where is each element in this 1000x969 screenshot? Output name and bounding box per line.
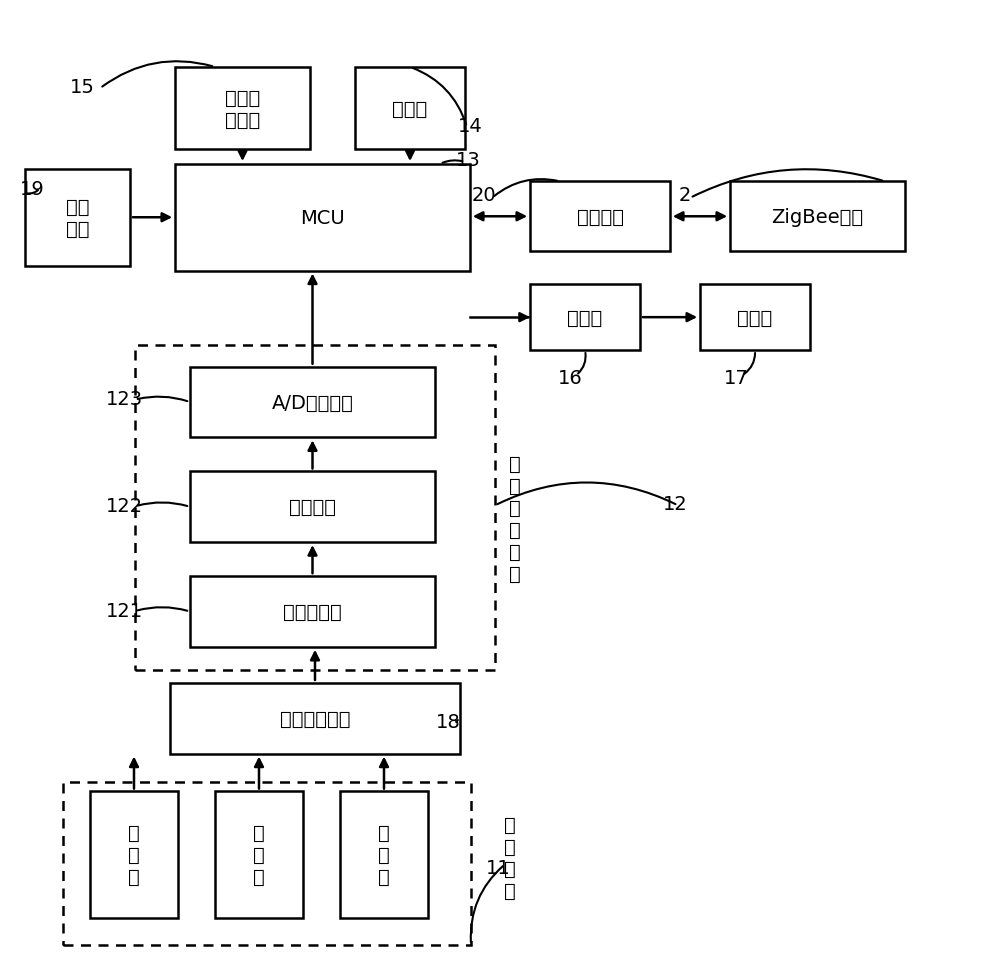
Text: 滤波模块: 滤波模块 bbox=[289, 498, 336, 516]
Bar bbox=[700, 285, 810, 351]
Bar bbox=[190, 577, 435, 647]
Bar bbox=[175, 68, 310, 150]
Bar bbox=[63, 782, 471, 945]
Text: 传
感
器: 传 感 器 bbox=[378, 824, 390, 886]
Bar bbox=[25, 170, 130, 266]
Bar bbox=[190, 367, 435, 438]
Text: 13: 13 bbox=[456, 150, 480, 170]
Text: 14: 14 bbox=[458, 116, 482, 136]
Text: 15: 15 bbox=[70, 78, 94, 97]
Text: MCU: MCU bbox=[300, 208, 345, 228]
Text: 18: 18 bbox=[436, 712, 460, 732]
Text: 报警器: 报警器 bbox=[737, 308, 773, 328]
Bar bbox=[340, 792, 428, 918]
Text: 11: 11 bbox=[486, 858, 510, 877]
Text: 122: 122 bbox=[105, 496, 143, 516]
Text: 20: 20 bbox=[472, 186, 496, 205]
Bar bbox=[170, 683, 460, 754]
Bar bbox=[215, 792, 303, 918]
Text: 放大器模块: 放大器模块 bbox=[283, 603, 342, 621]
Text: 时钟电
路模块: 时钟电 路模块 bbox=[225, 88, 260, 130]
Text: 电源
模块: 电源 模块 bbox=[66, 198, 89, 238]
Text: 继电器: 继电器 bbox=[567, 308, 603, 328]
Text: 16: 16 bbox=[558, 368, 582, 388]
Bar bbox=[90, 792, 178, 918]
Bar bbox=[355, 68, 465, 150]
Text: ZigBee节点: ZigBee节点 bbox=[771, 207, 864, 227]
Bar bbox=[175, 165, 470, 271]
Text: 显示器: 显示器 bbox=[392, 100, 428, 118]
Text: 19: 19 bbox=[20, 179, 44, 199]
Bar bbox=[135, 346, 495, 671]
Text: 传
感
器: 传 感 器 bbox=[128, 824, 140, 886]
Bar bbox=[190, 472, 435, 543]
Text: 12: 12 bbox=[663, 494, 687, 514]
Text: 2: 2 bbox=[679, 186, 691, 205]
Text: 17: 17 bbox=[724, 368, 748, 388]
Text: 数据采集接口: 数据采集接口 bbox=[280, 709, 350, 728]
Bar bbox=[530, 182, 670, 252]
Text: 传
感
器
组: 传 感 器 组 bbox=[504, 815, 516, 900]
Text: 串行接口: 串行接口 bbox=[577, 207, 624, 227]
Bar bbox=[530, 285, 640, 351]
Text: A/D转换模块: A/D转换模块 bbox=[272, 393, 353, 412]
Text: 121: 121 bbox=[105, 601, 143, 620]
Text: 信
号
调
理
电
路: 信 号 调 理 电 路 bbox=[509, 454, 521, 582]
Text: 传
感
器: 传 感 器 bbox=[253, 824, 265, 886]
Text: 123: 123 bbox=[105, 390, 143, 409]
Bar bbox=[730, 182, 905, 252]
